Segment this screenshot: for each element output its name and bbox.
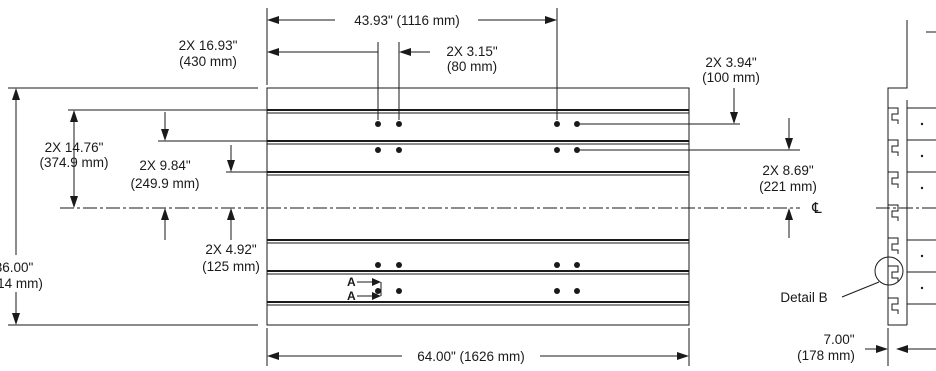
dim-14-76-mm: (374.9 mm) (39, 155, 108, 170)
detail-b-label: Detail B (780, 290, 827, 305)
hole (574, 147, 580, 153)
dim-16-93-mm: (430 mm) (179, 54, 237, 69)
dim-overall-height-inch: 36.00" (0, 260, 33, 275)
dim-3-15-mm: (80 mm) (447, 59, 497, 74)
hole (574, 288, 580, 294)
dim-overall-width-label: 43.93" (1116 mm) (354, 13, 460, 28)
dim-9-84-inch: 2X 9.84" (139, 158, 191, 173)
section-a-label: A (347, 275, 356, 289)
hole (375, 147, 381, 153)
hole (396, 147, 402, 153)
dim-14-76: 2X 14.76" (374.9 mm) (39, 109, 282, 208)
hole (375, 288, 381, 294)
dim-depth: 7.00" (178 mm) (797, 328, 936, 366)
dim-3-94-mm: (100 mm) (702, 70, 760, 85)
dim-16-93: 2X 16.93" (430 mm) (179, 38, 379, 120)
detail-b-callout: Detail B (780, 256, 904, 305)
dim-4-92: 2X 4.92" (125 mm) (161, 208, 260, 274)
t-slot-grooves (267, 109, 689, 306)
hole (554, 288, 560, 294)
dim-3-94: 2X 3.94" (100 mm) (580, 55, 760, 125)
dim-overall-length-label: 64.00" (1626 mm) (417, 349, 525, 364)
dim-8-69-mm: (221 mm) (759, 179, 817, 194)
dim-overall-height: 36.00" (914 mm) (0, 87, 258, 326)
dim-depth-inch: 7.00" (823, 332, 854, 347)
dim-overall-width: 43.93" (1116 mm) (266, 8, 558, 120)
hole (375, 262, 381, 268)
side-view (887, 20, 936, 326)
centerline-symbol: ℄ (811, 200, 822, 217)
hole (396, 121, 402, 127)
dim-3-15-inch: 2X 3.15" (446, 44, 498, 59)
dim-9-84: 2X 9.84" (249.9 mm) (130, 112, 282, 191)
hole (574, 262, 580, 268)
dim-16-93-inch: 2X 16.93" (179, 38, 238, 53)
section-a-label: A (347, 289, 356, 303)
hole (554, 262, 560, 268)
plate-outline (266, 87, 690, 326)
section-a-markers: A A (347, 275, 382, 303)
hole (554, 147, 560, 153)
dim-4-92-mm: (125 mm) (202, 259, 260, 274)
dim-9-84-mm: (249.9 mm) (130, 176, 199, 191)
hole (375, 121, 381, 127)
hole (554, 121, 560, 127)
dim-depth-mm: (178 mm) (797, 348, 855, 363)
dim-overall-length: 64.00" (1626 mm) (266, 328, 690, 366)
hole (396, 262, 402, 268)
dim-4-92-inch: 2X 4.92" (205, 242, 257, 257)
dim-3-15: 2X 3.15" (80 mm) (398, 42, 498, 120)
mounting-holes (375, 121, 580, 294)
dim-overall-height-mm: (914 mm) (0, 276, 43, 291)
dim-8-69-inch: 2X 8.69" (762, 163, 814, 178)
hole (396, 288, 402, 294)
dim-3-94-inch: 2X 3.94" (705, 55, 757, 70)
dim-14-76-inch: 2X 14.76" (45, 140, 104, 155)
hole (574, 121, 580, 127)
dim-8-69: 2X 8.69" (221 mm) ℄ (580, 118, 822, 238)
